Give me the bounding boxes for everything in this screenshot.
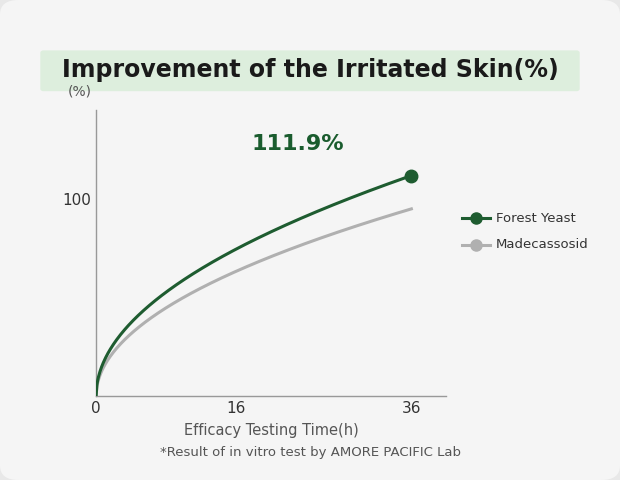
FancyBboxPatch shape [40, 50, 580, 91]
X-axis label: Efficacy Testing Time(h): Efficacy Testing Time(h) [184, 423, 358, 438]
Text: *Result of in vitro test by AMORE PACIFIC Lab: *Result of in vitro test by AMORE PACIFI… [159, 445, 461, 459]
Text: 111.9%: 111.9% [251, 134, 344, 154]
Text: Forest Yeast: Forest Yeast [496, 212, 576, 225]
Text: (%): (%) [68, 85, 92, 99]
Text: Improvement of the Irritated Skin(%): Improvement of the Irritated Skin(%) [61, 58, 559, 82]
Text: Madecassosid: Madecassosid [496, 238, 589, 252]
